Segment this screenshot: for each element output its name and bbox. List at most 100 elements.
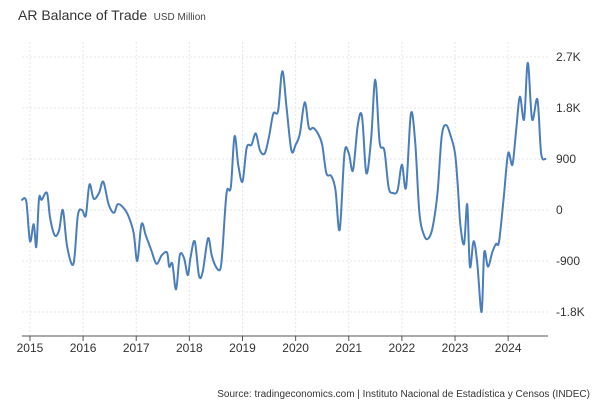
data-point [316,132,319,135]
data-point [175,288,178,291]
x-tick-label: 2019 [229,341,256,355]
data-point [53,234,56,237]
data-point [25,200,28,203]
data-point [21,198,24,201]
data-point [127,214,130,217]
data-point [32,223,35,226]
data-point [483,251,486,254]
x-tick-label: 2018 [176,341,203,355]
data-point [445,124,448,127]
data-point [88,183,91,186]
data-point [197,274,200,277]
data-point [155,262,158,265]
data-point [166,251,169,254]
chart-title: AR Balance of Trade [18,7,148,23]
data-point [463,243,466,246]
data-point [544,158,547,161]
data-point [144,234,147,237]
data-point [515,129,518,132]
data-point [61,209,64,212]
data-point [427,237,430,240]
data-point [325,172,328,175]
data-point [92,197,95,200]
data-point [72,262,75,265]
data-point [178,254,181,257]
data-point [38,197,41,200]
data-point [84,214,87,217]
data-point [536,98,539,101]
data-point [312,126,315,129]
data-point [378,141,381,144]
data-point [210,254,213,257]
x-tick-label: 2024 [495,341,522,355]
data-point [171,262,174,265]
data-point [294,143,297,146]
data-point [459,223,462,226]
x-axis-tick-labels: 2015 2016 2017 2018 2019 2020 2021 2022 2023 2024 [17,341,522,355]
y-axis-tick-labels: 2.7K 1.8K 900 0 -900 -1.8K [556,50,585,319]
data-point [507,152,510,155]
y-tick-label: 0 [556,203,563,217]
data-point [456,183,459,186]
data-point [58,228,61,231]
data-point [35,245,38,248]
data-point [250,143,253,146]
data-point [449,135,452,138]
data-point [370,138,373,141]
data-point [290,149,293,152]
data-point [466,203,469,206]
data-point [186,274,189,277]
data-point [409,112,412,115]
x-tick-label: 2020 [282,341,309,355]
data-point [268,135,271,138]
data-point [526,61,529,64]
data-point [102,180,105,183]
data-point [491,251,494,254]
data-point [480,311,483,314]
axes [22,335,548,341]
chart-source: Source: tradingeconomics.com | Instituto… [217,389,590,400]
data-point [219,268,222,271]
y-tick-label: -1.8K [556,305,585,319]
chart-subtitle: USD Million [153,12,206,23]
data-point [321,143,324,146]
data-point [132,231,135,234]
data-point [518,95,521,98]
x-tick-label: 2021 [335,341,362,355]
data-point [112,211,115,214]
data-point [107,203,110,206]
y-tick-label: 900 [556,152,576,166]
data-point [511,163,514,166]
x-tick-label: 2023 [442,341,469,355]
data-point [263,152,266,155]
y-tick-label: -900 [556,254,580,268]
data-point [254,132,257,135]
data-point [338,228,341,231]
data-point [502,194,505,197]
data-point [387,186,390,189]
data-point [400,163,403,166]
data-point [281,70,284,73]
data-point [221,251,224,254]
data-point [436,192,439,195]
data-point [440,135,443,138]
data-point [423,234,426,237]
data-point [241,180,244,183]
data-point [418,211,421,214]
data-point [136,260,139,263]
data-point [140,223,143,226]
data-point [193,240,196,243]
data-point [476,262,479,265]
data-point [347,152,350,155]
data-point [352,169,355,172]
data-point [237,163,240,166]
data-point [414,141,417,144]
data-point [183,257,186,260]
data-point [303,101,306,104]
data-point [46,192,49,195]
data-point [383,149,386,152]
data-point [431,226,434,229]
data-point [168,265,171,268]
data-point [272,112,275,115]
data-point [361,115,364,118]
